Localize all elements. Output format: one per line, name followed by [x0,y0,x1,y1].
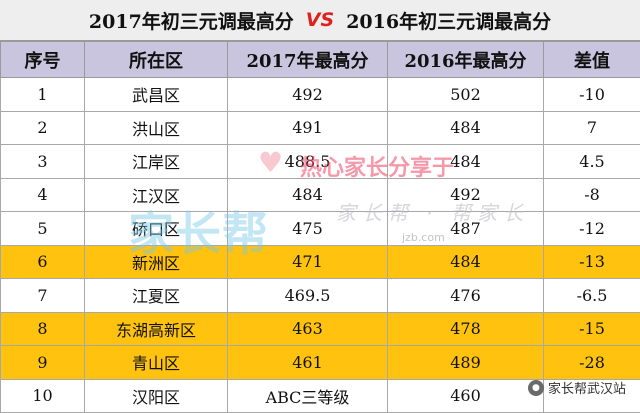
header-diff: 差值 [543,41,640,78]
cell-2016: 484 [387,110,544,145]
table-row: 8 东湖高新区 463 478 -15 [0,311,640,346]
cell-district: 东湖高新区 [84,311,228,346]
header-district: 所在区 [84,41,228,78]
cell-2017: 463 [227,311,388,346]
cell-district: 新洲区 [84,244,228,279]
badge-text: 家长帮武汉站 [547,382,626,397]
cell-diff: -10 [543,77,640,112]
wechat-icon: ● [527,379,544,396]
header-2017: 2017年最高分 [227,41,388,78]
table-row: 10 汉阳区 ABC三等级 460 [0,378,640,413]
table-row: 7 江夏区 469.5 476 -6.5 [0,278,640,313]
cell-no: 8 [0,311,85,346]
cell-diff: -15 [543,311,640,346]
cell-2017: ABC三等级 [227,378,388,413]
cell-no: 9 [0,345,85,380]
cell-2016: 478 [387,311,544,346]
table-row: 9 青山区 461 489 -28 [0,345,640,380]
cell-no: 3 [0,144,85,179]
table-row: 3 江岸区 488.5 484 4.5 [0,144,640,179]
cell-2016: 484 [387,244,544,279]
cell-no: 1 [0,77,85,112]
table-row: 2 洪山区 491 484 7 [0,110,640,145]
cell-2017: 488.5 [227,144,388,179]
cell-2017: 475 [227,211,388,246]
cell-no: 4 [0,177,85,212]
cell-2017: 491 [227,110,388,145]
cell-2016: 487 [387,211,544,246]
cell-no: 2 [0,110,85,145]
cell-district: 青山区 [84,345,228,380]
cell-2017: 471 [227,244,388,279]
table-row: 4 江汉区 484 492 -8 [0,177,640,212]
table-title: 2017年初三元调最高分 VS 2016年初三元调最高分 [0,0,640,41]
cell-district: 江汉区 [84,177,228,212]
cell-no: 10 [0,378,85,413]
cell-2016: 460 [387,378,544,413]
header-no: 序号 [0,41,85,78]
cell-2016: 489 [387,345,544,380]
cell-no: 6 [0,244,85,279]
cell-diff: 7 [543,110,640,145]
title-right: 2016年初三元调最高分 [346,10,552,33]
score-table: 序号 所在区 2017年最高分 2016年最高分 差值 1 武昌区 492 502 -1… [0,41,640,413]
cell-diff: -28 [543,345,640,380]
cell-diff: -8 [543,177,640,212]
table-row: 6 新洲区 471 484 -13 [0,244,640,279]
cell-district: 江岸区 [84,144,228,179]
cell-diff: -6.5 [543,278,640,313]
cell-2016: 484 [387,144,544,179]
cell-2016: 476 [387,278,544,313]
cell-2017: 484 [227,177,388,212]
cell-2017: 461 [227,345,388,380]
cell-district: 汉阳区 [84,378,228,413]
cell-no: 7 [0,278,85,313]
cell-diff: 4.5 [543,144,640,179]
cell-diff: -13 [543,244,640,279]
account-badge: ● 家长帮武汉站 [527,378,626,397]
cell-2017: 492 [227,77,388,112]
title-vs: VS [305,9,335,31]
cell-district: 武昌区 [84,77,228,112]
table-row: 5 硚口区 475 487 -12 [0,211,640,246]
cell-2016: 492 [387,177,544,212]
title-left: 2017年初三元调最高分 [88,10,294,33]
header-row: 序号 所在区 2017年最高分 2016年最高分 差值 [0,41,640,78]
table-row: 1 武昌区 492 502 -10 [0,77,640,112]
cell-2017: 469.5 [227,278,388,313]
cell-district: 洪山区 [84,110,228,145]
header-2016: 2016年最高分 [387,41,544,78]
cell-diff: -12 [543,211,640,246]
cell-district: 江夏区 [84,278,228,313]
cell-district: 硚口区 [84,211,228,246]
cell-no: 5 [0,211,85,246]
cell-2016: 502 [387,77,544,112]
